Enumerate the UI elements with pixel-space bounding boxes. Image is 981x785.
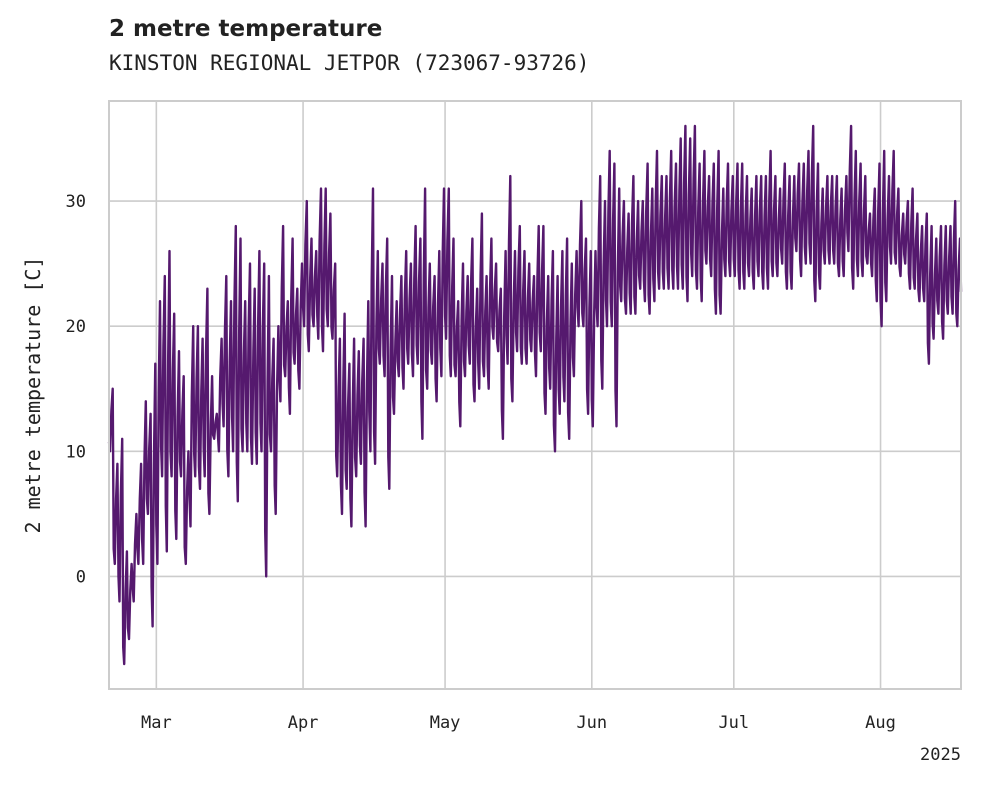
y-axis-ticks: 0 10 20 30 [66,192,86,587]
chart-subtitle: KINSTON REGIONAL JETPOR (723067-93726) [109,51,590,75]
y-tick-label: 30 [66,192,86,212]
x-tick: Jul [718,713,749,733]
chart-title: 2 metre temperature [109,16,383,42]
x-axis-year-label: 2025 [920,745,961,765]
y-tick: 20 [66,317,86,337]
x-axis-ticks: Mar Apr May Jun Jul Aug [141,713,896,733]
y-tick: 0 [76,567,86,587]
x-tick-label: Aug [865,713,896,733]
x-tick-label: Mar [141,713,172,733]
x-tick-label: Apr [288,713,319,733]
x-tick: Aug [865,713,896,733]
y-tick-label: 0 [76,567,86,587]
x-tick: Mar [141,713,172,733]
y-tick-label: 10 [66,442,86,462]
x-tick: Jun [576,713,607,733]
temperature-series-line [107,124,963,666]
y-axis-label: 2 metre temperature [C] [21,257,45,534]
x-tick-label: May [430,713,461,733]
x-tick-label: Jun [576,713,607,733]
y-tick: 10 [66,442,86,462]
x-tick: May [430,713,461,733]
y-tick: 30 [66,192,86,212]
x-tick: Apr [288,713,319,733]
y-tick-label: 20 [66,317,86,337]
plot-area-frame [108,100,962,690]
x-tick-label: Jul [718,713,749,733]
